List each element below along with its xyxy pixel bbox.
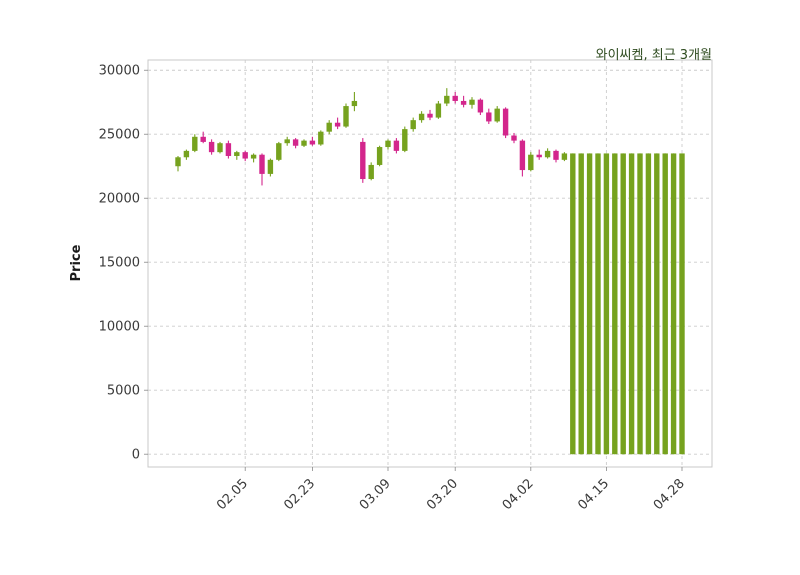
y-tick-label: 10000 (99, 320, 140, 335)
candle-body (427, 113, 433, 118)
candle-body (645, 153, 652, 455)
candle-body (444, 95, 450, 104)
y-tick-label: 25000 (99, 128, 140, 143)
candle-body (469, 99, 475, 105)
x-tick-label: 02.05 (214, 476, 251, 513)
candle-body (368, 164, 374, 180)
plot-background (148, 60, 712, 467)
y-axis-label: Price (69, 244, 84, 282)
gridlines (148, 60, 712, 467)
y-tick-label: 0 (132, 448, 140, 463)
candle-body (183, 150, 190, 158)
candle-body (208, 141, 215, 153)
x-tick-label: 03.09 (357, 476, 394, 513)
candle-body (360, 141, 366, 180)
candle-body (452, 95, 458, 101)
plot-border (147, 59, 713, 468)
candle-body (318, 131, 324, 145)
candle-body (628, 153, 635, 455)
candle-body (402, 129, 408, 151)
candle-body (284, 139, 290, 144)
candle-body (385, 140, 391, 148)
candle-body (326, 122, 332, 132)
candle-body (494, 108, 500, 122)
chart-title: 와이씨켐, 최근 3개월 (595, 48, 712, 63)
y-tick-label: 15000 (99, 256, 140, 271)
candle-body (200, 136, 206, 142)
candle-body (511, 135, 517, 141)
candle-body (234, 152, 240, 156)
y-tick-label: 20000 (99, 192, 140, 207)
candle-body (292, 139, 299, 146)
candle-body (435, 103, 442, 118)
candle-body (225, 143, 232, 156)
candle-body (553, 150, 559, 160)
candle-body (612, 153, 618, 455)
candle-body (654, 153, 660, 455)
candle-body (267, 159, 274, 174)
x-tick-label: 02.23 (281, 476, 318, 513)
x-tick-label: 04.28 (651, 476, 688, 513)
y-tick-label: 5000 (107, 384, 140, 399)
y-axis: 0 5000 10000 15000 20000 25000 30000 (99, 64, 148, 463)
candle-body (603, 153, 610, 455)
x-tick-label: 04.15 (575, 476, 612, 513)
candle-body (570, 153, 576, 455)
candle-body (477, 99, 484, 113)
candle-body (309, 140, 316, 145)
candle-body (276, 143, 282, 160)
candle-body (192, 136, 198, 151)
candle-body (486, 112, 492, 122)
candle-body (528, 154, 534, 171)
candle-body (376, 147, 383, 165)
candle-body (519, 140, 526, 171)
x-axis: 02.05 02.23 03.09 03.20 04.02 04.15 04.28 (214, 467, 688, 513)
candle-body (544, 150, 551, 158)
candle-body (536, 154, 542, 158)
candle-body (334, 122, 341, 127)
candle-body (301, 140, 307, 146)
candles (175, 88, 685, 455)
y-tick-label: 30000 (99, 64, 140, 79)
candle-body (393, 140, 400, 151)
candle-body (250, 154, 257, 159)
candle-body (578, 153, 584, 455)
candle-body (418, 113, 425, 121)
candle-body (620, 153, 626, 455)
x-tick-label: 04.02 (500, 476, 537, 513)
candle-body (217, 143, 223, 153)
candle-body (679, 153, 685, 455)
candle-body (637, 153, 643, 455)
candle-body (502, 108, 509, 136)
candle-body (410, 120, 416, 130)
candle-body (586, 153, 593, 455)
candle-body (670, 153, 677, 455)
candle-body (460, 100, 467, 105)
candle-body (351, 100, 358, 107)
candle-body (242, 152, 248, 159)
candle-body (561, 153, 568, 160)
candle-body (595, 153, 601, 455)
x-tick-label: 03.20 (424, 476, 461, 513)
candle-body (175, 157, 181, 167)
candle-body (662, 153, 668, 455)
candle-body (259, 154, 265, 174)
candle-body (343, 106, 349, 127)
